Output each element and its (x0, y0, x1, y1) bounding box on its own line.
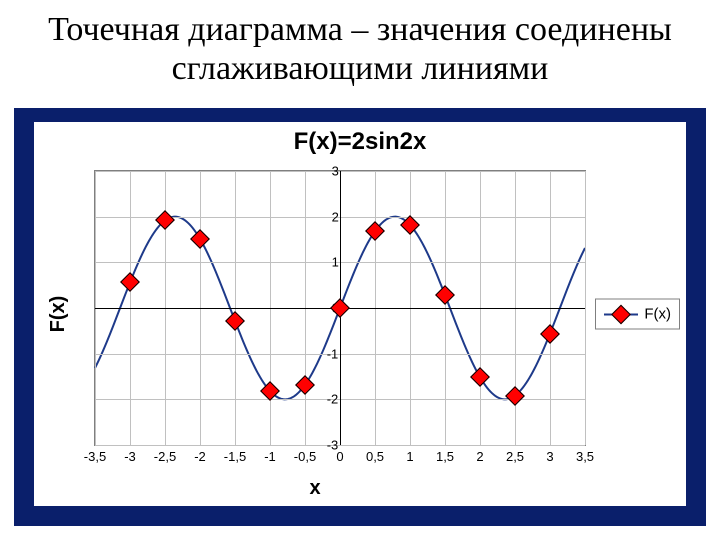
legend-marker-icon (611, 304, 631, 324)
x-tick-label: -2 (194, 449, 206, 464)
x-tick-label: 3,5 (576, 449, 594, 464)
chart-panel: F(x)=2sin2x F(x) x -3,5 -3 -2,5 -2 -1,5 -1 -0,… (14, 108, 706, 526)
x-tick-label: -1 (264, 449, 276, 464)
slide-title: Точечная диаграмма – значения соединены … (0, 0, 720, 92)
x-tick-label: 1 (406, 449, 413, 464)
x-axis-label: x (34, 477, 596, 500)
chart-container: F(x)=2sin2x F(x) x -3,5 -3 -2,5 -2 -1,5 -1 -0,… (34, 122, 686, 506)
x-tick-label: -0,5 (294, 449, 316, 464)
x-tick-label: 3 (546, 449, 553, 464)
y-tick-label: 2 (332, 209, 339, 224)
y-tick-label: -1 (327, 346, 339, 361)
x-tick-label: -3 (124, 449, 136, 464)
x-tick-label: -3,5 (84, 449, 106, 464)
y-axis-label: F(x) (47, 296, 70, 333)
x-tick-label: -1,5 (224, 449, 246, 464)
y-tick-label: 3 (332, 164, 339, 179)
y-tick-label: -3 (327, 438, 339, 453)
x-tick-label: 2,5 (506, 449, 524, 464)
y-tick-label: -2 (327, 392, 339, 407)
legend-label: F(x) (644, 306, 671, 323)
y-tick-label: 1 (332, 255, 339, 270)
x-tick-label: 0,5 (366, 449, 384, 464)
x-tick-label: 2 (476, 449, 483, 464)
gridline-v (585, 171, 586, 445)
x-tick-label: -2,5 (154, 449, 176, 464)
legend-swatch (604, 306, 638, 322)
gridline-h (95, 445, 585, 446)
plot-area: -3,5-3-2,5-2-1,5-1-0,500,511,522,533,5-3… (94, 170, 586, 446)
chart-title: F(x)=2sin2x (34, 128, 686, 156)
plot-wrap: -3,5-3-2,5-2-1,5-1-0,500,511,522,533,5-3… (94, 170, 586, 446)
x-tick-label: 1,5 (436, 449, 454, 464)
legend: F(x) (595, 299, 680, 330)
